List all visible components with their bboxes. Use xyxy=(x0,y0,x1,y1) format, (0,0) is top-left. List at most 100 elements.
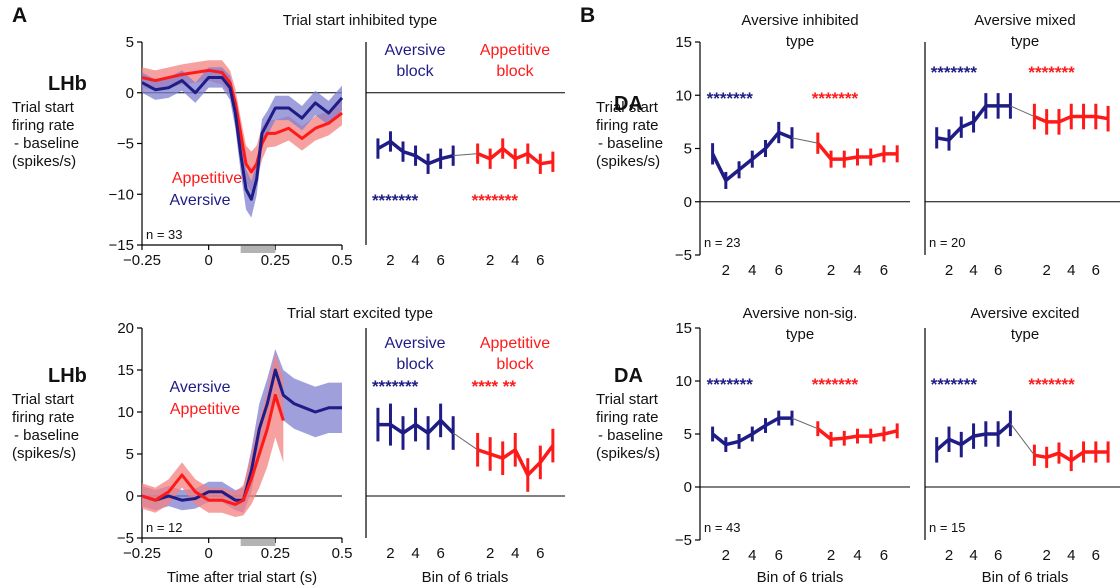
ylabel-line: - baseline xyxy=(14,427,79,444)
da-aversive-mixed-x-tick-label: 2 xyxy=(945,262,953,279)
da-aversive-excited-x-tick-label: 6 xyxy=(1092,547,1100,564)
lhb-excited-timecourse-x-tick-label: 0 xyxy=(204,545,212,562)
da-aversive-nonsig-x-tick-label: 2 xyxy=(722,547,730,564)
da-aversive-inhibited-y-tick-label: −5 xyxy=(675,247,692,264)
ylabel-line: Trial start xyxy=(596,391,659,408)
block-label-line: Appetitive xyxy=(480,42,550,59)
title-line: Aversive inhibited xyxy=(741,12,858,29)
da-aversive-inhibited-x-tick-label: 6 xyxy=(880,262,888,279)
lhb-excited-timecourse-ci-band-appetitive xyxy=(142,353,284,517)
block-label-line: block xyxy=(496,63,534,80)
da-aversive-mixed-n-label: n = 20 xyxy=(929,235,966,250)
da-aversive-inhibited-stars-appetitive: ******* xyxy=(812,89,859,108)
ylabel-line: firing rate xyxy=(12,409,75,426)
title-da-aversive-nonsig: Aversive non-sig. type xyxy=(743,305,858,343)
lhb-excited-timecourse-y-tick-label: 0 xyxy=(126,488,134,505)
block-label-line: block xyxy=(396,63,434,80)
lhb-inhibited-timecourse-x-tick-label: 0.25 xyxy=(261,252,290,269)
ylabel-line: (spikes/s) xyxy=(596,153,660,170)
lhb-inhibited-timecourse-x-tick-label: 0.5 xyxy=(332,252,353,269)
lhb-excited-bins-x-tick-label: 6 xyxy=(536,545,544,562)
da-aversive-inhibited-x-tick-label: 4 xyxy=(853,262,861,279)
lhb-inhibited-bins-x-tick-label: 2 xyxy=(386,252,394,269)
aversive-block-label-bottom: Aversive block xyxy=(384,335,445,373)
da-aversive-nonsig-y-tick-label: 5 xyxy=(684,426,692,443)
da-aversive-excited-x-tick-label: 4 xyxy=(1067,547,1075,564)
title-da-aversive-mixed: Aversive mixed type xyxy=(974,12,1075,50)
da-aversive-inhibited-x-tick-label: 4 xyxy=(748,262,756,279)
lhb-excited-timecourse-y-tick-label: 10 xyxy=(117,404,134,421)
da-aversive-inhibited-block-connector xyxy=(791,137,818,144)
ylabel-line: (spikes/s) xyxy=(12,153,76,170)
ylabel-line: firing rate xyxy=(12,117,75,134)
da-aversive-mixed-x-tick-label: 2 xyxy=(1043,262,1051,279)
da-aversive-nonsig-x-tick-label: 6 xyxy=(880,547,888,564)
lhb-excited-timecourse-y-tick-label: −5 xyxy=(117,530,134,547)
da-aversive-inhibited-y-tick-label: 15 xyxy=(675,34,692,51)
lhb-excited-timecourse-x-tick-label: 0.25 xyxy=(261,545,290,562)
da-aversive-excited-stars-appetitive: ******* xyxy=(1028,375,1075,394)
da-aversive-inhibited-x-tick-label: 2 xyxy=(722,262,730,279)
lhb-excited-bins-x-tick-label: 4 xyxy=(411,545,419,562)
lhb-excited-timecourse-analysis-window xyxy=(240,539,276,546)
da-aversive-nonsig-n-label: n = 43 xyxy=(704,520,741,535)
da-aversive-nonsig-x-tick-label: 2 xyxy=(827,547,835,564)
da-aversive-inhibited-y-tick-label: 5 xyxy=(684,141,692,158)
lhb-inhibited-timecourse-series-line-aversive xyxy=(141,76,344,201)
da-aversive-mixed-x-tick-label: 6 xyxy=(1092,262,1100,279)
da-aversive-nonsig-stars-appetitive: ******* xyxy=(812,375,859,394)
da-aversive-inhibited-n-label: n = 23 xyxy=(704,235,741,250)
ylabel-line: (spikes/s) xyxy=(12,445,76,462)
da-aversive-inhibited-stars-aversive: ******* xyxy=(707,89,754,108)
ylabel-line: - baseline xyxy=(598,135,663,152)
lhb-excited-timecourse-ci-band-aversive xyxy=(142,349,342,513)
ylabel-line: firing rate xyxy=(596,117,659,134)
block-label-line: Aversive xyxy=(384,335,445,352)
lhb-label-top: LHb xyxy=(48,73,87,95)
legend-aversive-bottom: Aversive xyxy=(169,379,230,396)
da-aversive-nonsig-y-tick-label: 15 xyxy=(675,320,692,337)
lhb-inhibited-bins-x-tick-label: 6 xyxy=(436,252,444,269)
lhb-excited-timecourse-x-tick-label: −0.25 xyxy=(123,545,161,562)
title-da-aversive-excited: Aversive excited type xyxy=(971,305,1080,343)
da-aversive-excited-stars-aversive: ******* xyxy=(931,375,978,394)
lhb-inhibited-timecourse-ci-band-aversive xyxy=(142,67,342,218)
lhb-label-bottom: LHb xyxy=(48,365,87,387)
title-line: type xyxy=(1011,326,1039,343)
lhb-inhibited-bins-stars-aversive: ******* xyxy=(372,191,419,210)
lhb-inhibited-timecourse-n-label: n = 33 xyxy=(146,227,183,242)
title-lhb-inhibited: Trial start inhibited type xyxy=(283,12,438,29)
title-line: type xyxy=(786,326,814,343)
lhb-inhibited-bins-x-tick-label: 2 xyxy=(486,252,494,269)
ylabel-lhb-top: Trial start firing rate - baseline (spik… xyxy=(12,99,79,170)
ylabel-line: firing rate xyxy=(596,409,659,426)
lhb-excited-timecourse-x-tick-label: 0.5 xyxy=(332,545,353,562)
block-label-line: block xyxy=(396,356,434,373)
lhb-excited-timecourse-y-tick-label: 20 xyxy=(117,320,134,337)
da-label-top: DA xyxy=(614,93,643,115)
lhb-excited-bins-x-tick-label: 6 xyxy=(436,545,444,562)
lhb-excited-bins-x-tick-label: 4 xyxy=(511,545,519,562)
lhb-inhibited-timecourse-x-tick-label: 0 xyxy=(204,252,212,269)
da-aversive-nonsig-x-tick-label: 6 xyxy=(775,547,783,564)
ylabel-line: Trial start xyxy=(12,391,75,408)
ylabel-line: - baseline xyxy=(598,427,663,444)
lhb-excited-timecourse-y-tick-label: 15 xyxy=(117,362,134,379)
lhb-excited-timecourse-y-tick-label: 5 xyxy=(126,446,134,463)
lhb-inhibited-bins-block-connector xyxy=(453,153,478,157)
lhb-inhibited-timecourse-x-tick-label: −0.25 xyxy=(123,252,161,269)
lhb-excited-bins-x-tick-label: 2 xyxy=(386,545,394,562)
da-aversive-excited-x-tick-label: 2 xyxy=(945,547,953,564)
da-aversive-mixed-x-tick-label: 6 xyxy=(994,262,1002,279)
da-aversive-excited-x-tick-label: 6 xyxy=(994,547,1002,564)
legend-aversive-top: Aversive xyxy=(169,192,230,209)
xlabel-bins-da-right: Bin of 6 trials xyxy=(982,569,1069,586)
da-aversive-mixed-x-tick-label: 4 xyxy=(969,262,977,279)
xlabel-bins-lhb: Bin of 6 trials xyxy=(422,569,509,586)
ylabel-lhb-bottom: Trial start firing rate - baseline (spik… xyxy=(12,391,79,462)
aversive-block-label-top: Aversive block xyxy=(384,42,445,80)
ylabel-line: Trial start xyxy=(596,99,659,116)
da-aversive-nonsig-y-tick-label: 0 xyxy=(684,479,692,496)
title-lhb-excited: Trial start excited type xyxy=(287,305,433,322)
